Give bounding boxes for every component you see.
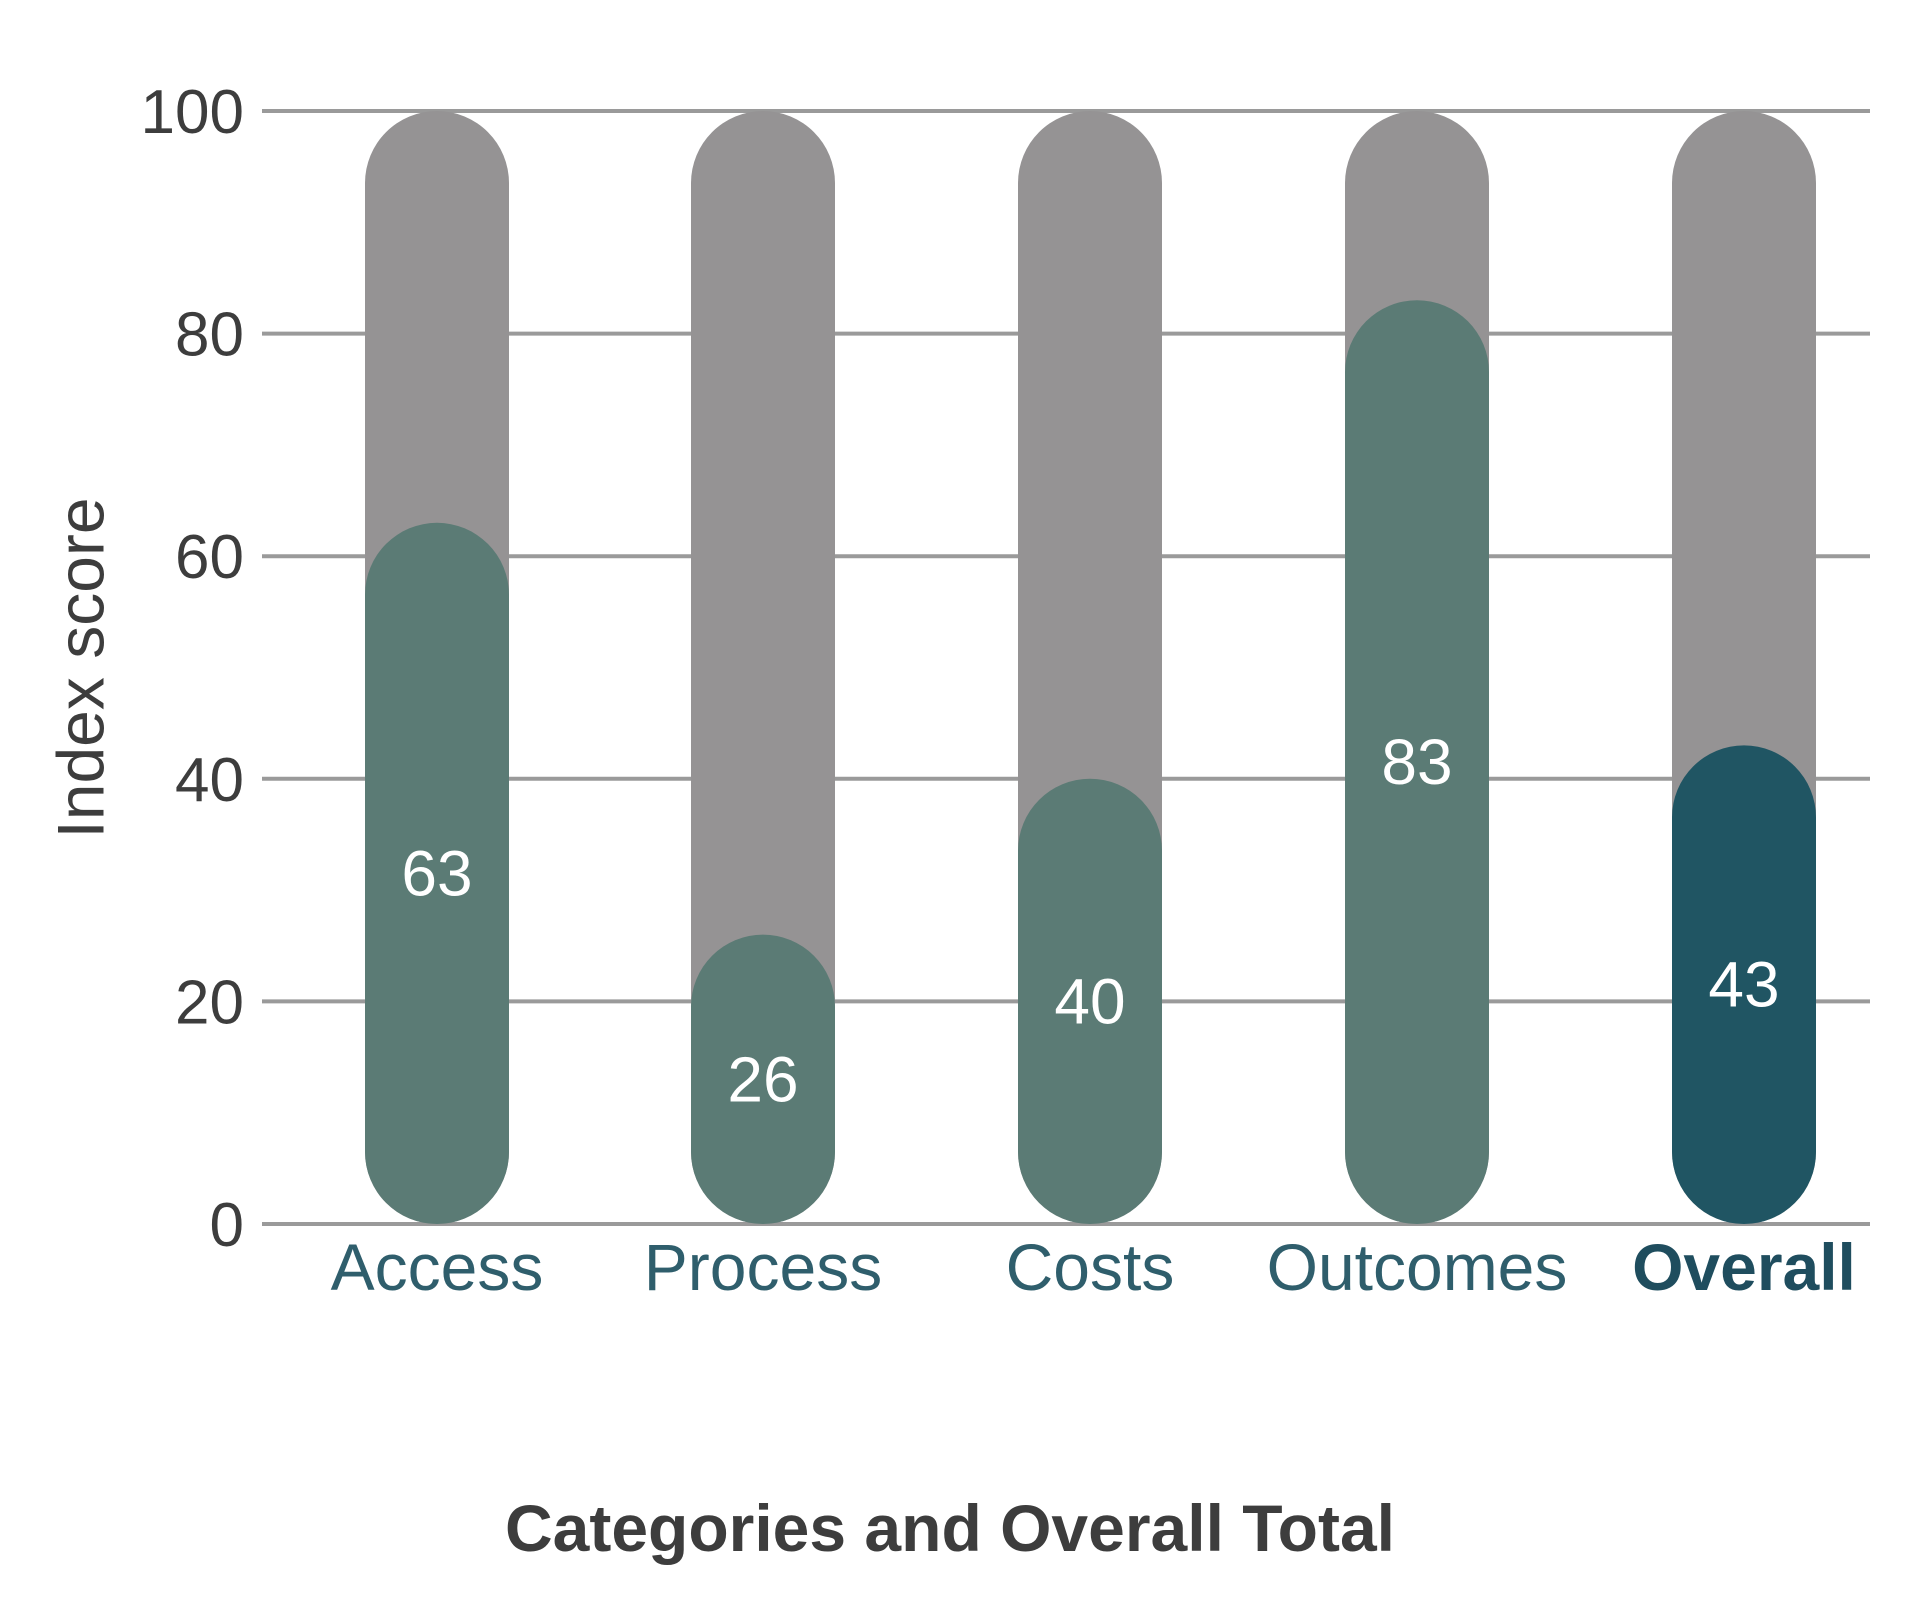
data-label: 40	[1054, 965, 1125, 1037]
bars	[365, 111, 1816, 1225]
data-label: 26	[727, 1043, 798, 1115]
x-tick-label: Overall	[1632, 1230, 1856, 1304]
y-tick-label: 80	[175, 301, 244, 370]
value-bar	[691, 934, 835, 1224]
y-tick-label: 20	[175, 968, 244, 1037]
y-axis-ticks: 0 20 40 60 80 100	[141, 78, 244, 1260]
x-tick-label: Costs	[1006, 1230, 1175, 1304]
value-labels: 63 26 40 83 43	[401, 726, 1779, 1115]
data-label: 83	[1381, 726, 1452, 798]
y-axis-title: Index score	[43, 497, 117, 838]
value-bar	[365, 522, 509, 1224]
x-axis-categories: Access Process Costs Outcomes Overall	[331, 1230, 1856, 1304]
value-bar	[1672, 745, 1816, 1224]
x-tick-label: Process	[644, 1230, 882, 1304]
y-tick-label: 40	[175, 746, 244, 815]
y-tick-label: 60	[175, 523, 244, 592]
x-tick-label: Outcomes	[1267, 1230, 1568, 1304]
y-tick-label: 100	[141, 78, 244, 147]
x-axis-title: Categories and Overall Total	[505, 1491, 1395, 1565]
y-tick-label: 0	[210, 1191, 244, 1260]
data-label: 63	[401, 837, 472, 909]
x-tick-label: Access	[331, 1230, 544, 1304]
value-bar	[1345, 300, 1489, 1225]
value-bar	[1018, 778, 1162, 1224]
data-label: 43	[1708, 949, 1779, 1021]
